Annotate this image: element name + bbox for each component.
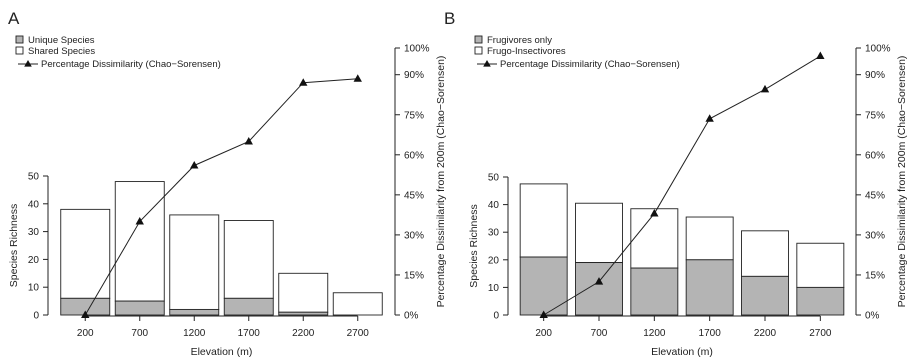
dissimilarity-marker <box>650 209 659 217</box>
dissimilarity-marker <box>594 277 604 285</box>
y-tick-label: 20 <box>488 255 500 266</box>
y2-axis-title: Percentage Dissimilarity from 200m (Chao… <box>896 56 908 308</box>
dissimilarity-marker <box>353 74 362 82</box>
dissimilarity-marker <box>190 160 199 169</box>
bar-upper <box>796 242 845 288</box>
x-tick-label: 2200 <box>292 328 315 339</box>
y-tick-label: 30 <box>28 227 40 238</box>
y2-axis-title: Percentage Dissimilarity from 200m (Chao… <box>435 56 447 308</box>
bar-lower <box>169 308 220 316</box>
x-tick-label: 200 <box>535 328 552 339</box>
y2-tick-label: 100% <box>865 44 891 55</box>
y2-tick-label: 15% <box>404 270 424 281</box>
y2-tick-label: 15% <box>865 270 885 281</box>
legend-label: Frugivores only <box>487 35 552 46</box>
x-tick-label: 200 <box>77 328 94 339</box>
bar-lower <box>796 286 845 316</box>
bar-upper <box>575 202 623 264</box>
bar-upper <box>114 181 165 302</box>
bar-lower <box>741 275 789 316</box>
bar-upper <box>685 216 734 261</box>
y2-tick-label: 90% <box>404 70 424 81</box>
y-tick-label: 10 <box>488 283 500 294</box>
dissimilarity-marker <box>705 114 714 122</box>
y2-tick-label: 45% <box>865 190 885 201</box>
y-tick-label: 40 <box>488 200 500 211</box>
x-tick-label: 1700 <box>699 328 722 339</box>
y2-tick-label: 30% <box>404 230 424 241</box>
y2-tick-label: 45% <box>404 190 424 201</box>
x-tick-label: 2200 <box>754 328 777 339</box>
y2-tick-label: 75% <box>865 110 885 121</box>
y2-tick-label: 75% <box>404 110 424 121</box>
bar-upper <box>519 183 568 258</box>
y-axis-title: Species Richness <box>468 204 480 287</box>
bar-upper <box>60 208 111 299</box>
y-tick-label: 50 <box>488 173 500 184</box>
x-tick-label: 1200 <box>643 328 666 339</box>
legend-label: Percentage Dissimilarity (Chao−Sorensen) <box>41 59 221 70</box>
y2-tick-label: 60% <box>404 150 424 161</box>
bar-lower <box>630 267 679 316</box>
panel-b: B 200 700 1200 1700 2200 2700 0 10 20 30 40 50 0% 15% 3… <box>444 9 908 358</box>
y-tick-label: 50 <box>28 172 40 183</box>
dissimilarity-marker <box>760 84 770 93</box>
dissimilarity-marker <box>539 310 548 318</box>
x-tick-label: 700 <box>591 328 608 339</box>
y2-tick-label: 0% <box>865 311 880 322</box>
x-axis-title: Elevation (m) <box>651 346 713 358</box>
y-axis-title: Species Richness <box>8 204 20 287</box>
dissimilarity-marker <box>244 136 253 145</box>
bar-lower <box>223 297 274 316</box>
legend-swatch <box>474 46 483 55</box>
x-axis-title: Elevation (m) <box>191 346 253 358</box>
x-tick-label: 2700 <box>809 328 832 339</box>
panel-letter: A <box>8 9 20 28</box>
legend-label: Percentage Dissimilarity (Chao−Sorensen) <box>500 59 680 70</box>
dissimilarity-marker <box>299 78 308 86</box>
dissimilarity-line <box>84 78 358 316</box>
x-tick-label: 1200 <box>183 328 206 339</box>
x-tick-label: 2700 <box>347 328 370 339</box>
bar-lower <box>278 311 329 316</box>
bar-upper <box>278 272 329 313</box>
legend-label: Unique Species <box>28 35 95 46</box>
bar-upper <box>332 292 383 316</box>
legend-swatch <box>15 35 24 44</box>
y-tick-label: 40 <box>28 199 40 210</box>
x-tick-label: 1700 <box>238 328 261 339</box>
y-tick-label: 20 <box>28 255 40 266</box>
y-tick-label: 0 <box>33 311 39 322</box>
bar-upper <box>169 214 220 310</box>
y2-tick-label: 100% <box>404 44 430 55</box>
bar-upper <box>741 230 789 277</box>
bar-lower <box>519 256 568 316</box>
panel-a: A 200 700 1200 1700 2200 2700 0 10 20 30 40 50 0% 15% 3… <box>8 9 447 358</box>
legend-label: Shared Species <box>28 46 95 57</box>
dissimilarity-marker <box>81 310 90 318</box>
panel-letter: B <box>444 9 455 28</box>
legend-swatch <box>15 46 24 55</box>
legend-marker <box>483 60 491 67</box>
y-tick-label: 0 <box>493 311 499 322</box>
y2-tick-label: 0% <box>404 311 419 322</box>
y2-tick-label: 60% <box>865 150 885 161</box>
legend-swatch <box>474 35 483 44</box>
dissimilarity-marker <box>135 217 144 225</box>
legend-marker <box>24 60 32 67</box>
y-tick-label: 30 <box>488 228 500 239</box>
bar-upper <box>223 220 274 299</box>
x-tick-label: 700 <box>131 328 148 339</box>
bar-lower <box>114 300 165 316</box>
y-tick-label: 10 <box>28 283 40 294</box>
bar-lower <box>685 259 734 316</box>
y2-tick-label: 90% <box>865 70 885 81</box>
dissimilarity-marker <box>816 51 825 60</box>
dissimilarity-line <box>543 55 821 316</box>
legend-label: Frugo-Insectivores <box>487 46 566 57</box>
y2-tick-label: 30% <box>865 230 885 241</box>
bar-lower <box>575 262 623 316</box>
bar-upper <box>630 208 679 269</box>
